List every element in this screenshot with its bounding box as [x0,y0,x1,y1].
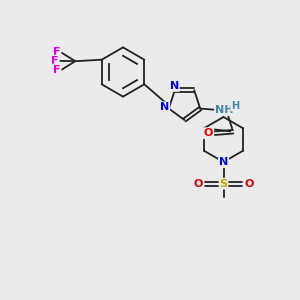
Text: N: N [219,157,228,167]
Text: F: F [51,56,59,66]
Text: O: O [193,178,202,189]
Text: N: N [160,102,169,112]
Text: NH: NH [215,105,233,115]
Text: F: F [53,64,60,75]
Text: N: N [169,81,179,91]
Text: S: S [220,178,227,189]
Text: F: F [53,46,60,57]
Text: H: H [231,100,239,111]
Text: O: O [244,178,254,189]
Text: O: O [204,128,213,138]
